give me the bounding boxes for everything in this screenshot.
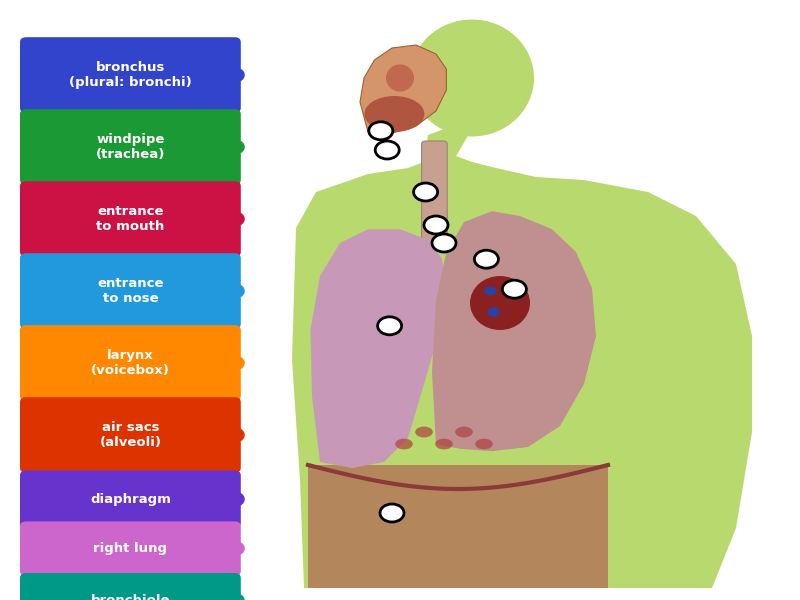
Circle shape [424,216,448,234]
Ellipse shape [509,289,520,298]
FancyBboxPatch shape [20,397,241,473]
Ellipse shape [485,286,496,295]
PathPatch shape [308,465,608,588]
Circle shape [502,280,526,298]
PathPatch shape [424,126,472,162]
Ellipse shape [455,427,473,437]
Text: windpipe
(trachea): windpipe (trachea) [96,133,165,161]
Ellipse shape [470,276,530,330]
Circle shape [224,211,245,227]
Circle shape [474,250,498,268]
Circle shape [224,541,245,556]
PathPatch shape [360,45,446,133]
Text: entrance
to nose: entrance to nose [97,277,164,305]
FancyBboxPatch shape [20,181,241,257]
Text: entrance
to mouth: entrance to mouth [96,205,165,233]
Circle shape [224,491,245,507]
Text: bronchus
(plural: bronchi): bronchus (plural: bronchi) [69,61,192,89]
Ellipse shape [395,439,413,449]
Text: larynx
(voicebox): larynx (voicebox) [91,349,170,377]
Circle shape [432,234,456,252]
Ellipse shape [475,439,493,449]
Ellipse shape [415,427,433,437]
FancyBboxPatch shape [20,325,241,401]
FancyBboxPatch shape [20,37,241,113]
Ellipse shape [364,96,424,132]
Text: right lung: right lung [94,542,167,555]
FancyBboxPatch shape [20,573,241,600]
FancyBboxPatch shape [422,141,447,249]
FancyBboxPatch shape [20,470,241,528]
Circle shape [224,355,245,371]
Circle shape [224,139,245,155]
Circle shape [375,141,399,159]
Circle shape [224,593,245,600]
Text: bronchiole: bronchiole [90,594,170,600]
Circle shape [380,504,404,522]
Circle shape [224,427,245,443]
PathPatch shape [432,211,596,451]
Ellipse shape [386,64,414,91]
PathPatch shape [292,156,752,588]
Ellipse shape [410,19,534,136]
Circle shape [369,122,393,140]
Circle shape [378,317,402,335]
Circle shape [224,67,245,83]
Text: diaphragm: diaphragm [90,493,171,506]
Circle shape [414,183,438,201]
Circle shape [224,283,245,299]
Ellipse shape [435,439,453,449]
Ellipse shape [488,307,499,317]
FancyBboxPatch shape [20,109,241,185]
Text: air sacs
(alveoli): air sacs (alveoli) [99,421,162,449]
FancyBboxPatch shape [20,521,241,576]
PathPatch shape [310,229,446,468]
FancyBboxPatch shape [20,253,241,329]
